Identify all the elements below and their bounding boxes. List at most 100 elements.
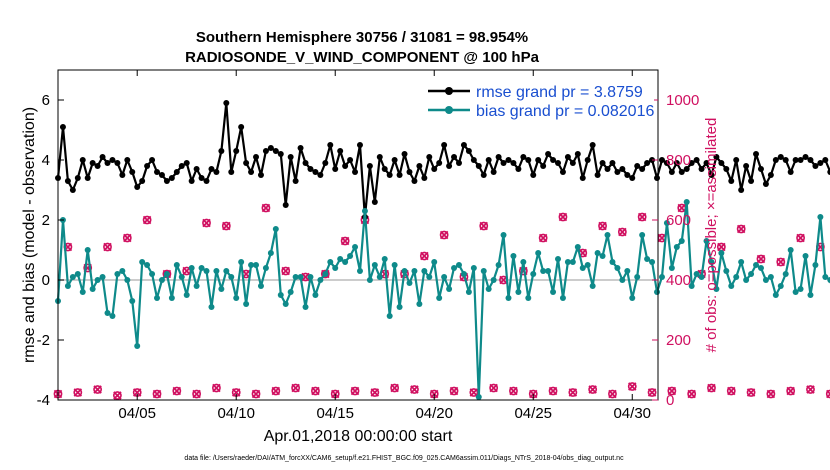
obs-count-point	[677, 203, 687, 213]
rmse-point	[163, 178, 170, 184]
bias-point	[812, 262, 819, 268]
obs-count-point	[588, 385, 598, 394]
obs-assimilated-marker	[806, 385, 815, 394]
rmse-point	[154, 169, 161, 175]
obs-assimilated-marker	[142, 215, 152, 225]
rmse-point	[104, 160, 111, 166]
obs-count-point	[786, 386, 796, 396]
obs-assimilated-marker	[677, 203, 686, 213]
rmse-point	[787, 169, 794, 175]
bias-point	[649, 259, 656, 265]
rmse-point	[644, 160, 651, 166]
bias-point	[361, 208, 368, 214]
obs-possible-marker	[707, 383, 716, 393]
obs-assimilated-marker	[479, 221, 488, 231]
rmse-point	[762, 181, 769, 187]
rmse-point	[173, 169, 180, 175]
obs-count-point	[73, 388, 83, 397]
bias-point	[149, 271, 156, 277]
bias-point	[74, 271, 81, 277]
obs-possible-marker	[558, 212, 568, 222]
rmse-point	[510, 160, 517, 166]
bias-point	[574, 244, 581, 250]
obs-possible-marker	[766, 389, 776, 399]
obs-count-point	[509, 386, 518, 396]
obs-possible-marker	[796, 233, 805, 243]
bias-point	[619, 277, 626, 283]
bias-point	[470, 265, 477, 271]
rmse-point	[426, 154, 433, 160]
rmse-point	[757, 166, 764, 172]
y2-tick-label: 800	[666, 152, 691, 169]
bias-point	[807, 292, 814, 298]
bias-point	[426, 274, 433, 280]
obs-assimilated-marker	[558, 212, 568, 222]
bias-point	[525, 295, 532, 301]
rmse-point	[817, 160, 824, 166]
rmse-point	[198, 175, 205, 181]
obs-possible-marker	[251, 389, 261, 399]
obs-possible-marker	[370, 388, 380, 397]
rmse-point	[312, 169, 319, 175]
bias-point	[683, 199, 690, 205]
bias-point	[718, 250, 725, 256]
rmse-point	[738, 187, 745, 193]
bias-point	[475, 394, 482, 400]
bias-point	[733, 274, 740, 280]
rmse-point	[540, 163, 547, 169]
obs-possible-marker	[192, 389, 202, 399]
obs-assimilated-marker	[489, 383, 498, 393]
obs-possible-marker	[598, 221, 607, 231]
rmse-point	[629, 175, 636, 181]
bias-point	[579, 265, 586, 271]
rmse-point	[475, 163, 482, 169]
bias-point	[743, 277, 750, 283]
rmse-point	[371, 199, 378, 205]
rmse-point	[530, 172, 537, 178]
bias-point	[119, 268, 126, 274]
obs-possible-marker	[647, 388, 657, 397]
x-tick-label: 04/30	[613, 405, 651, 422]
rmse-point	[708, 172, 715, 178]
bias-point	[540, 268, 547, 274]
bias-point	[654, 289, 661, 295]
bias-point	[396, 304, 403, 310]
obs-assimilated-marker	[727, 386, 736, 396]
rmse-point	[614, 169, 621, 175]
bias-point	[218, 286, 225, 292]
obs-assimilated-marker	[756, 254, 766, 264]
obs-assimilated-marker	[449, 386, 459, 396]
rmse-point	[64, 178, 71, 184]
obs-possible-marker	[172, 386, 182, 396]
bias-point	[792, 289, 799, 295]
obs-assimilated-marker	[608, 389, 617, 399]
bias-point	[753, 262, 760, 268]
bias-point	[584, 262, 591, 268]
bias-point	[183, 292, 190, 298]
bias-point	[822, 274, 829, 280]
rmse-point	[238, 124, 245, 130]
rmse-point	[233, 148, 240, 154]
bias-point	[589, 283, 596, 289]
obs-possible-marker	[221, 221, 231, 231]
obs-possible-marker	[202, 218, 211, 228]
bias-point	[356, 268, 363, 274]
obs-possible-marker	[122, 233, 132, 243]
rmse-point	[114, 160, 121, 166]
obs-count-point	[350, 386, 360, 396]
bias-point	[455, 262, 462, 268]
rmse-point	[342, 163, 349, 169]
obs-count-point	[469, 388, 479, 397]
rmse-point	[84, 175, 91, 181]
rmse-point	[713, 154, 720, 160]
rmse-point	[441, 142, 448, 148]
bias-point	[515, 289, 522, 295]
bias-point	[223, 268, 230, 274]
obs-count-point	[192, 389, 202, 399]
bias-point	[723, 268, 730, 274]
bias-point	[69, 274, 76, 280]
bias-point	[762, 277, 769, 283]
rmse-point	[451, 154, 458, 160]
obs-assimilated-marker	[231, 388, 241, 397]
bias-point	[193, 283, 200, 289]
